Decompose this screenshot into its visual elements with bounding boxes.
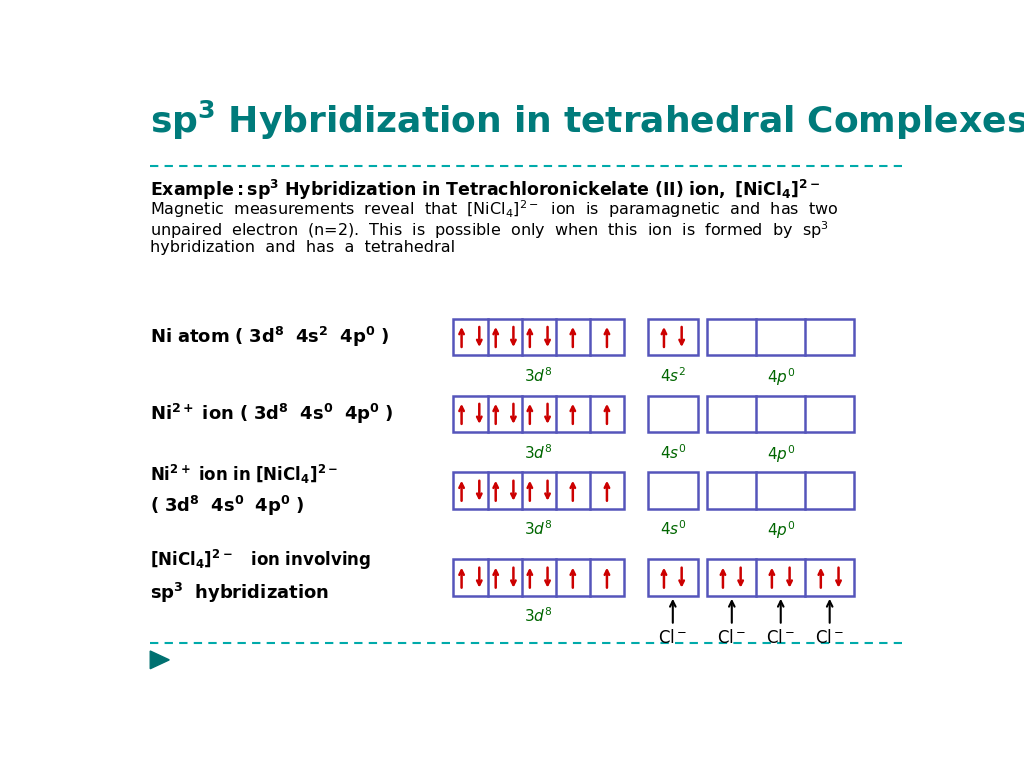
Text: hybridization  and  has  a  tetrahedral: hybridization and has a tetrahedral: [151, 240, 456, 255]
Text: $\mathrm{Cl}^-$: $\mathrm{Cl}^-$: [815, 628, 844, 647]
Text: $4s^2$: $4s^2$: [659, 366, 686, 385]
Text: $\mathrm{Cl}^-$: $\mathrm{Cl}^-$: [717, 628, 746, 647]
Text: $4p^0$: $4p^0$: [767, 520, 795, 541]
Text: $\bf{Ni^{2+}\ ion\ (\ 3d^8\ \ 4s^0\ \ 4p^0\ )}$: $\bf{Ni^{2+}\ ion\ (\ 3d^8\ \ 4s^0\ \ 4p…: [151, 402, 394, 426]
Text: $3d^8$: $3d^8$: [524, 443, 553, 462]
Bar: [454, 396, 624, 432]
Text: $3d^8$: $3d^8$: [524, 366, 553, 385]
Bar: [648, 559, 697, 596]
Text: $\bf{Ni\ atom\ (\ 3d^8\ \ 4s^2\ \ 4p^0\ )}$: $\bf{Ni\ atom\ (\ 3d^8\ \ 4s^2\ \ 4p^0\ …: [151, 325, 389, 349]
Text: $\bf{(\ 3d^8\ \ 4s^0\ \ 4p^0\ )}$: $\bf{(\ 3d^8\ \ 4s^0\ \ 4p^0\ )}$: [151, 494, 305, 518]
Text: $\bf{sp^3}$  $\bf{hybridization}$: $\bf{sp^3}$ $\bf{hybridization}$: [151, 581, 330, 604]
Text: $\mathrm{Cl}^-$: $\mathrm{Cl}^-$: [658, 628, 687, 647]
Bar: [648, 472, 697, 509]
Bar: [648, 396, 697, 432]
Bar: [708, 396, 854, 432]
Text: $4p^0$: $4p^0$: [767, 366, 795, 388]
Text: $4s^0$: $4s^0$: [659, 443, 686, 462]
Bar: [454, 472, 624, 509]
Text: unpaired  electron  (n=2).  This  is  possible  only  when  this  ion  is  forme: unpaired electron (n=2). This is possibl…: [151, 220, 829, 241]
Bar: [648, 319, 697, 356]
Bar: [454, 319, 624, 356]
Polygon shape: [151, 651, 169, 669]
Text: $\bf{[NiCl_4]^{2-}}$  $\bf{\ ion\ involving}$: $\bf{[NiCl_4]^{2-}}$ $\bf{\ ion\ involvi…: [151, 548, 372, 572]
Text: $4s^0$: $4s^0$: [659, 520, 686, 538]
Bar: [708, 559, 854, 596]
Text: $4p^0$: $4p^0$: [767, 443, 795, 465]
Text: Magnetic  measurements  reveal  that  $[\mathrm{NiCl_4}]^{2-}$  ion  is  paramag: Magnetic measurements reveal that $[\mat…: [151, 199, 839, 220]
Text: $\mathbf{sp^3}$ $\mathbf{Hybridization\ in\ tetrahedral\ Complexes}$: $\mathbf{sp^3}$ $\mathbf{Hybridization\ …: [151, 99, 1024, 142]
Bar: [708, 319, 854, 356]
Bar: [454, 559, 624, 596]
Text: $3d^8$: $3d^8$: [524, 520, 553, 538]
Text: $\mathrm{Cl}^-$: $\mathrm{Cl}^-$: [766, 628, 796, 647]
Text: $\bf{Example: sp^3\ Hybridization\ in\ Tetrachloronickelate\ (II)\ ion,}$ $\bf{[: $\bf{Example: sp^3\ Hybridization\ in\ T…: [151, 178, 821, 202]
Text: $3d^8$: $3d^8$: [524, 607, 553, 625]
Bar: [708, 472, 854, 509]
Text: $\bf{Ni^{2+}\ ion\ in\ [NiCl_4]^{2-}}$: $\bf{Ni^{2+}\ ion\ in\ [NiCl_4]^{2-}}$: [151, 462, 338, 485]
